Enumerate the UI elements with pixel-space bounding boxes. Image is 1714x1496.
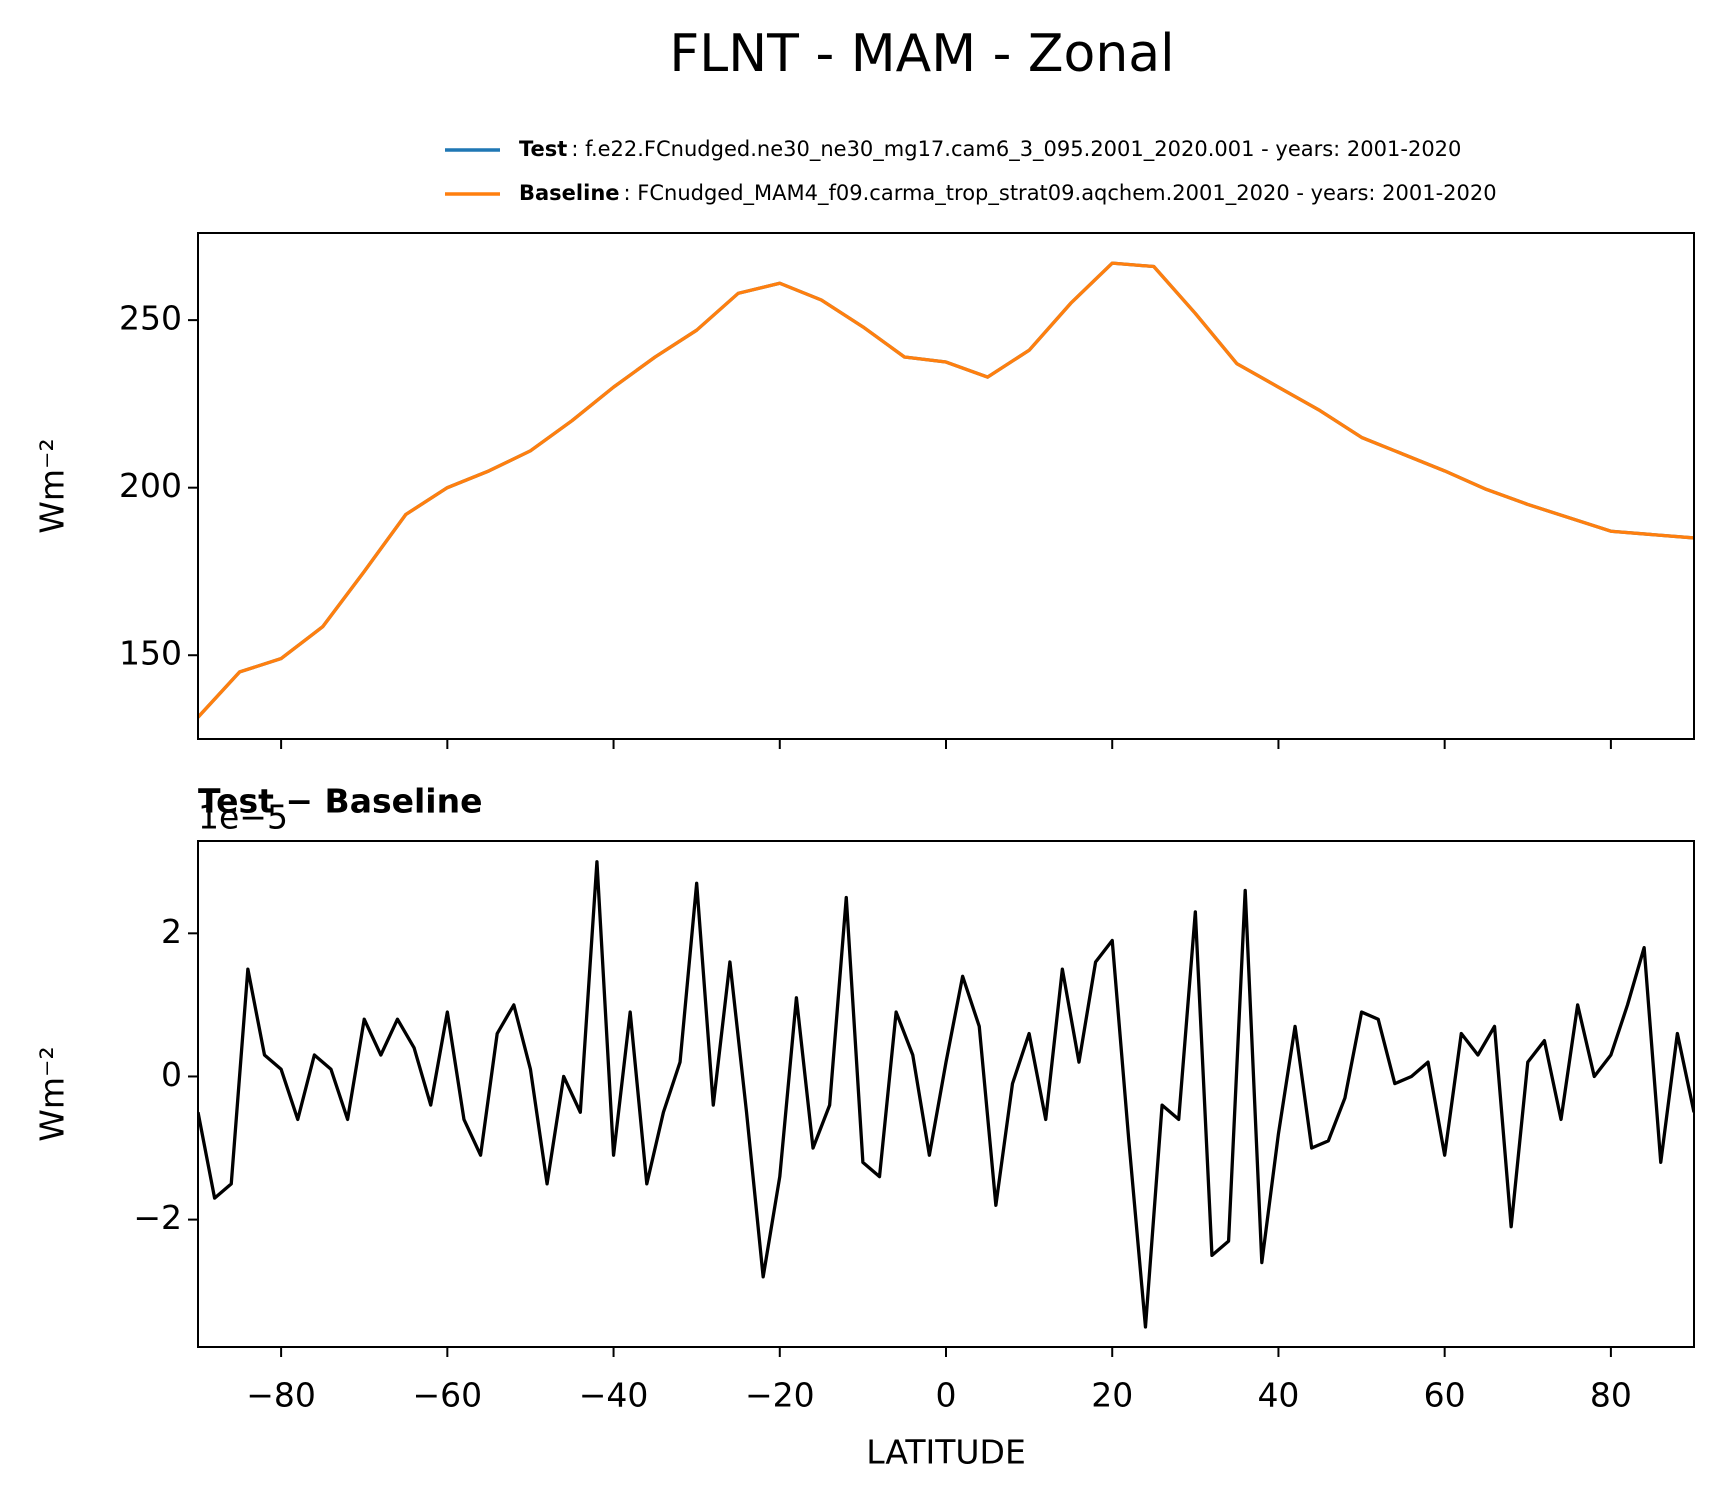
axes-title: Test − Baseline <box>198 782 483 821</box>
x-tick-label: 80 <box>1590 1376 1632 1415</box>
x-tick-label: −40 <box>579 1376 649 1415</box>
y-axis-label: Wm⁻² <box>33 1046 72 1141</box>
legend-entry: Test: f.e22.FCnudged.ne30_ne30_mg17.cam6… <box>519 137 1461 162</box>
axes-frame <box>197 840 1695 1348</box>
x-tick-label: 40 <box>1257 1376 1299 1415</box>
data-line <box>198 860 1694 1329</box>
x-tick-label: −20 <box>745 1376 815 1415</box>
x-tick-label: −60 <box>413 1376 483 1415</box>
x-tick-label: −80 <box>246 1376 316 1415</box>
legend-description: : f.e22.FCnudged.ne30_ne30_mg17.cam6_3_0… <box>571 137 1461 162</box>
data-line <box>198 261 1694 719</box>
legend-name: Baseline <box>519 181 620 205</box>
y-tick-label: 0 <box>161 1055 182 1094</box>
data-line <box>198 261 1694 719</box>
x-tick-label: 0 <box>936 1376 957 1415</box>
y-tick-label: 150 <box>119 634 182 673</box>
y-tick-label: 250 <box>119 299 182 338</box>
legend-entry: Baseline: FCnudged_MAM4_f09.carma_trop_s… <box>519 181 1497 206</box>
x-tick-label: 20 <box>1091 1376 1133 1415</box>
y-tick-label: 2 <box>161 912 182 951</box>
y-axis-label: Wm⁻² <box>33 438 72 533</box>
x-tick-label: 60 <box>1424 1376 1466 1415</box>
figure-title: FLNT - MAM - Zonal <box>669 24 1174 84</box>
legend-description: : FCnudged_MAM4_f09.carma_trop_strat09.a… <box>624 181 1497 206</box>
x-axis-label: LATITUDE <box>866 1433 1026 1472</box>
y-tick-label: −2 <box>133 1198 182 1237</box>
offset-text: 1e−5 <box>198 798 288 837</box>
legend-name: Test <box>519 137 567 161</box>
axes-frame <box>197 232 1695 740</box>
y-tick-label: 200 <box>119 466 182 505</box>
